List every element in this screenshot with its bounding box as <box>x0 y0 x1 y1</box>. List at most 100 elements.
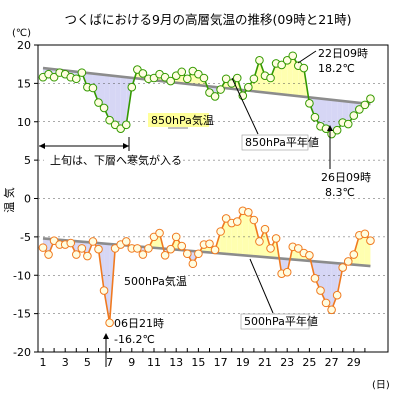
t500-point <box>271 234 281 243</box>
t500-point <box>105 318 114 328</box>
y-tick-label: -5 <box>20 231 31 244</box>
t850-point <box>221 74 231 84</box>
annotation-26-arrowhead <box>327 125 333 131</box>
t500-point <box>210 245 220 255</box>
t500-point <box>321 298 331 308</box>
t850-point <box>72 74 81 84</box>
x-unit-label: (日) <box>372 380 390 391</box>
t500-point <box>282 267 292 277</box>
annotation-06-date: 06日21時 <box>114 317 164 330</box>
t500-point <box>310 274 320 283</box>
t500-point <box>360 229 370 239</box>
t850-point <box>216 85 225 94</box>
annotation-22-value: 18.2℃ <box>318 62 355 75</box>
x-tick-label: 11 <box>147 356 161 369</box>
t500-point <box>343 257 353 266</box>
x-tick-label: 19 <box>236 356 250 369</box>
t850-fill <box>276 63 282 95</box>
t500-point <box>166 244 175 254</box>
t500-point <box>183 249 192 259</box>
t850-point <box>127 82 137 92</box>
t850-point <box>355 105 364 114</box>
t500-point <box>66 238 76 248</box>
t850-point <box>105 115 114 125</box>
x-tick-label: 23 <box>280 356 294 369</box>
y-tick-label: 20 <box>17 39 31 52</box>
t850-point <box>332 125 342 135</box>
t500-point <box>366 236 375 246</box>
t500-point <box>83 251 92 261</box>
t850-fill <box>331 99 338 135</box>
t500-point <box>305 250 314 260</box>
t500-point <box>160 250 170 260</box>
chart-title: つくばにおける9月の高層気温の推移(09時と21時) <box>64 12 351 27</box>
t500-point <box>232 217 242 226</box>
t500-fill <box>226 218 232 255</box>
t500-point <box>121 237 131 246</box>
annotation-06-value: -16.2℃ <box>114 333 155 346</box>
annotation-26-date: 26日09時 <box>321 171 371 184</box>
y-tick-label: 15 <box>17 77 31 90</box>
t850-point <box>343 119 353 129</box>
t500-fill <box>231 221 238 255</box>
t500-point <box>88 237 98 246</box>
t850-point <box>88 83 98 93</box>
t850-point <box>244 82 253 92</box>
t850-normal-label: 850hPa平年値 <box>245 135 319 149</box>
annotation-22-date: 22日09時 <box>318 47 368 60</box>
t500-point <box>44 250 53 259</box>
y-tick-label: -20 <box>13 346 31 359</box>
t500-point <box>94 244 103 254</box>
x-tick-label: 21 <box>258 356 272 369</box>
x-tick-label: 13 <box>169 356 183 369</box>
annotation-06-arrowhead <box>103 333 109 339</box>
t850-point <box>177 67 187 77</box>
t850-fill <box>342 101 349 125</box>
t850-normal-pointer <box>231 77 259 135</box>
t500-point <box>249 215 259 225</box>
t500-point <box>316 286 325 295</box>
t850-point <box>288 51 298 61</box>
t850-point <box>199 73 209 83</box>
t850-point <box>366 94 375 104</box>
t850-point <box>183 74 192 84</box>
y-unit-label: (℃) <box>12 28 31 39</box>
t850-point <box>210 92 220 101</box>
t850-fill <box>120 76 127 129</box>
t500-fill <box>104 243 110 323</box>
t500-point <box>72 250 81 259</box>
upper-decade-left-arrowhead <box>39 143 45 149</box>
t500-point <box>260 224 270 234</box>
x-tick-label: 1 <box>40 356 47 369</box>
t850-point <box>94 98 103 107</box>
t500-fill <box>220 218 227 254</box>
t500-point <box>77 244 87 253</box>
t850-point <box>360 100 370 110</box>
t850-fill <box>115 75 121 129</box>
y-tick-label: -15 <box>13 308 31 321</box>
t500-point <box>38 243 48 252</box>
upper-decade-label: 上旬は、下層へ寒気が入る <box>50 153 182 167</box>
t500-fill <box>242 210 249 256</box>
t500-point <box>255 237 264 246</box>
t850-label-bg <box>148 113 209 127</box>
t500-normal-label-box <box>240 313 310 330</box>
t500-point <box>177 241 187 251</box>
t500-point <box>194 249 203 259</box>
t850-fill <box>298 65 304 97</box>
t850-point <box>277 60 286 70</box>
x-tick-label: 3 <box>62 356 69 369</box>
x-tick-label: 15 <box>191 356 205 369</box>
t500-point <box>155 228 164 238</box>
t850-point <box>299 63 309 73</box>
t850-point <box>255 56 264 65</box>
t850-normal-label-box <box>241 134 309 151</box>
t500-label: 500hPa気温 <box>124 274 187 288</box>
t500-normal-pointer <box>249 258 274 314</box>
t500-fill <box>359 233 365 266</box>
upper-decade-label-bg <box>44 151 180 168</box>
annotation-22-pointer <box>297 50 317 64</box>
t500-point <box>349 250 359 259</box>
x-tick-label: 29 <box>347 356 361 369</box>
